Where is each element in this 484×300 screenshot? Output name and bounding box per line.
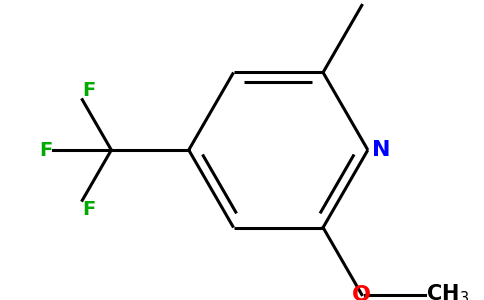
Text: O: O (352, 285, 371, 300)
Text: N: N (372, 140, 391, 160)
Text: F: F (40, 140, 53, 160)
Text: F: F (82, 81, 96, 100)
Text: CH$_3$: CH$_3$ (426, 283, 469, 300)
Text: Cl: Cl (364, 0, 388, 3)
Text: F: F (82, 200, 96, 219)
